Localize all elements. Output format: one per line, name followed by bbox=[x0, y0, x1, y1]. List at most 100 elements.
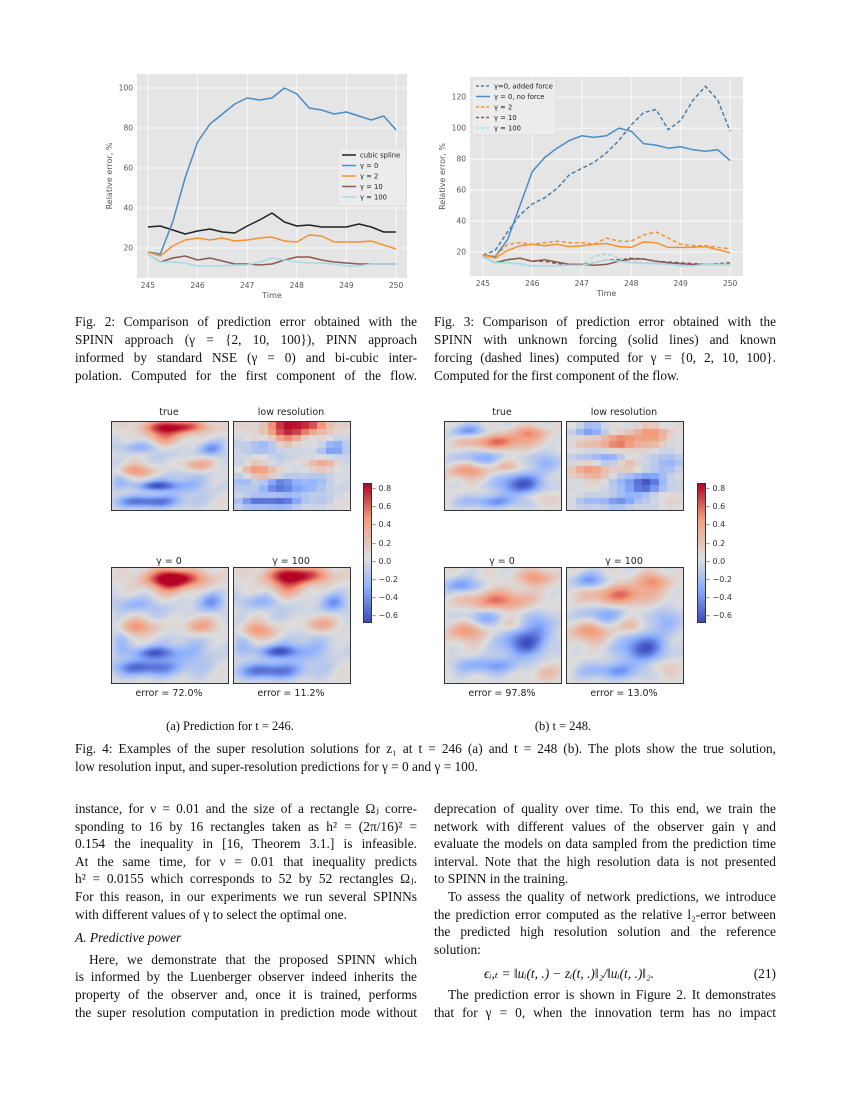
x-tick-label: 245 bbox=[141, 281, 156, 290]
x-axis-label: Time bbox=[596, 289, 617, 298]
colorbar-tick-label: – 0.4 bbox=[706, 520, 726, 530]
error-label: error = 72.0% bbox=[135, 688, 203, 699]
series-line-unlabeled-5 bbox=[482, 241, 731, 259]
caption-line: polation. Computed for the first compone… bbox=[75, 368, 417, 383]
colorbar bbox=[697, 483, 706, 623]
equation-number: (21) bbox=[753, 966, 776, 982]
error-label: error = 13.0% bbox=[590, 688, 658, 699]
caption-line: Fig. 2: Comparison of prediction error o… bbox=[75, 314, 417, 329]
subcaption-b: (b) t = 248. bbox=[534, 719, 592, 733]
colorbar-tick-label: – 0.8 bbox=[372, 484, 392, 493]
series-line--100 bbox=[147, 253, 397, 267]
text-line: evaluate the models on data sampled from… bbox=[434, 836, 776, 852]
x-tick-label: 249 bbox=[339, 281, 354, 290]
heatmap-true bbox=[444, 421, 562, 511]
x-tick-label: 246 bbox=[525, 279, 540, 288]
series-line--2 bbox=[482, 231, 731, 258]
x-tick-label: 248 bbox=[290, 281, 305, 290]
text-line: Here, we demonstrate that the proposed S… bbox=[89, 951, 417, 967]
legend-entry: γ = 2 bbox=[360, 173, 378, 181]
y-tick-label: 40 bbox=[123, 204, 133, 213]
error-label: error = 11.2% bbox=[257, 688, 325, 699]
text-line: h² = 0.0155 which corresponds to 52 by 5… bbox=[75, 871, 417, 887]
series-line--0-added-force bbox=[482, 85, 731, 256]
heatmap-low-resolution bbox=[233, 421, 351, 511]
colorbar-tick-label: – −0.6 bbox=[372, 611, 398, 621]
legend-entry: γ = 100 bbox=[360, 194, 387, 202]
heatmap-gamma-0 bbox=[111, 567, 229, 684]
figure-4-caption: Fig. 4: Examples of the super resolution… bbox=[75, 740, 776, 776]
legend-entry: γ = 2 bbox=[494, 104, 512, 112]
y-tick-label: 20 bbox=[123, 244, 133, 253]
heatmap-true bbox=[111, 421, 229, 511]
x-tick-label: 248 bbox=[624, 279, 639, 288]
series-line--0 bbox=[147, 87, 397, 255]
text-line: The prediction error is shown in Figure … bbox=[448, 987, 776, 1003]
text-line: the super resolution computation in pred… bbox=[75, 1004, 417, 1020]
panel-title-low-resolution: low resolution bbox=[257, 407, 325, 418]
text-line: is informed by the Luenberger observer i… bbox=[75, 969, 417, 985]
y-axis-label: Relative error, % bbox=[438, 143, 447, 210]
x-tick-label: 246 bbox=[190, 281, 205, 290]
text-line: instance, for ν = 0.01 and the size of a… bbox=[75, 801, 417, 816]
caption-line: SPINN with unknown forcing (solid lines)… bbox=[434, 332, 776, 347]
left-column: instance, for ν = 0.01 and the size of a… bbox=[75, 800, 417, 1021]
series-line-unlabeled-7 bbox=[482, 255, 731, 267]
legend: γ=0, added force γ = 0, no force γ = 2 γ = … bbox=[471, 78, 557, 136]
panel-title-true: true bbox=[492, 407, 512, 418]
panel-title-gamma-100: γ = 100 bbox=[272, 556, 310, 567]
text-line: property of the observer and, once it is… bbox=[75, 986, 417, 1002]
caption-line: forcing (dashed lines) computed for γ = … bbox=[434, 350, 776, 365]
y-axis-label: Relative error, % bbox=[105, 142, 114, 209]
colorbar-tick-label: – 0.8 bbox=[706, 484, 726, 493]
text-line: that for γ = 0, when the innovation term… bbox=[434, 1004, 776, 1020]
y-tick-label: 80 bbox=[456, 155, 466, 164]
y-tick-label: 100 bbox=[119, 84, 134, 93]
text-line: For this reason, in our experiments we r… bbox=[75, 888, 417, 904]
colorbar-tick-label: – 0.2 bbox=[372, 538, 392, 548]
equation-21: ϵᵢ,ₜ = ‖uᵢ(t, .) − zᵢ(t, .)‖₂/‖uᵢ(t, .)‖… bbox=[434, 962, 776, 986]
text-line: the prediction error computed as the rel… bbox=[434, 906, 776, 922]
text-line: interval. Note that the high resolution … bbox=[434, 853, 776, 869]
series-line-unlabeled-6 bbox=[482, 255, 731, 266]
y-tick-label: 60 bbox=[123, 164, 133, 173]
text-line: the predicted high resolution solution a… bbox=[434, 924, 776, 940]
y-tick-label: 40 bbox=[456, 217, 466, 226]
caption-line: informed by standard NSE (γ = 0) and bi-… bbox=[75, 350, 417, 365]
panel-title-low-resolution: low resolution bbox=[590, 407, 658, 418]
text-line: 0.154 the inequality in [16, Theorem 3.1… bbox=[75, 836, 417, 852]
error-label: error = 97.8% bbox=[468, 688, 536, 699]
equation: ϵᵢ,ₜ = ‖uᵢ(t, .) − zᵢ(t, .)‖₂/‖uᵢ(t, .)‖… bbox=[484, 966, 655, 982]
section-heading: A. Predictive power bbox=[75, 930, 182, 946]
colorbar-tick-label: – 0.6 bbox=[706, 502, 726, 512]
legend-entry: γ = 0 bbox=[360, 162, 378, 170]
series-line--2 bbox=[147, 234, 397, 257]
x-tick-label: 249 bbox=[674, 279, 689, 288]
text-line: At the same time, for ν = 0.01 that ineq… bbox=[75, 853, 417, 869]
heatmap-gamma-0 bbox=[444, 567, 562, 684]
legend-entry: γ = 0, no force bbox=[494, 93, 544, 101]
colorbar-tick-label: – −0.2 bbox=[706, 575, 732, 584]
panel-title-true: true bbox=[159, 407, 179, 418]
x-axis-label: Time bbox=[261, 291, 282, 300]
y-tick-label: 120 bbox=[452, 93, 467, 102]
legend-entry: γ = 100 bbox=[494, 125, 521, 133]
legend-entry: γ = 10 bbox=[360, 183, 383, 191]
series-line-cubic-spline bbox=[147, 212, 397, 235]
y-tick-label: 20 bbox=[456, 247, 466, 256]
colorbar bbox=[363, 483, 372, 623]
colorbar-tick-label: – 0.2 bbox=[706, 538, 726, 548]
colorbar-tick-label: – 0.0 bbox=[372, 556, 392, 566]
right-column: deprecation of quality over time. To thi… bbox=[434, 800, 776, 1022]
text-line: solution: bbox=[434, 941, 481, 957]
panel-title-gamma-0: γ = 0 bbox=[489, 556, 515, 567]
heatmap-gamma-100 bbox=[233, 567, 351, 684]
figure-2-chart: 245 246 247 248 249 250 20 40 60 80 100 Time Relativ… bbox=[105, 74, 407, 300]
legend-entry: γ = 10 bbox=[494, 114, 517, 122]
figure-2-caption: Fig. 2: Comparison of prediction error o… bbox=[75, 313, 417, 385]
text-line: deprecation of quality over time. To thi… bbox=[434, 801, 776, 816]
y-tick-label: 60 bbox=[456, 186, 466, 195]
colorbar-tick-label: – 0.6 bbox=[372, 502, 392, 512]
heatmap-gamma-100 bbox=[566, 567, 684, 684]
heatmap-low-resolution bbox=[566, 421, 684, 511]
